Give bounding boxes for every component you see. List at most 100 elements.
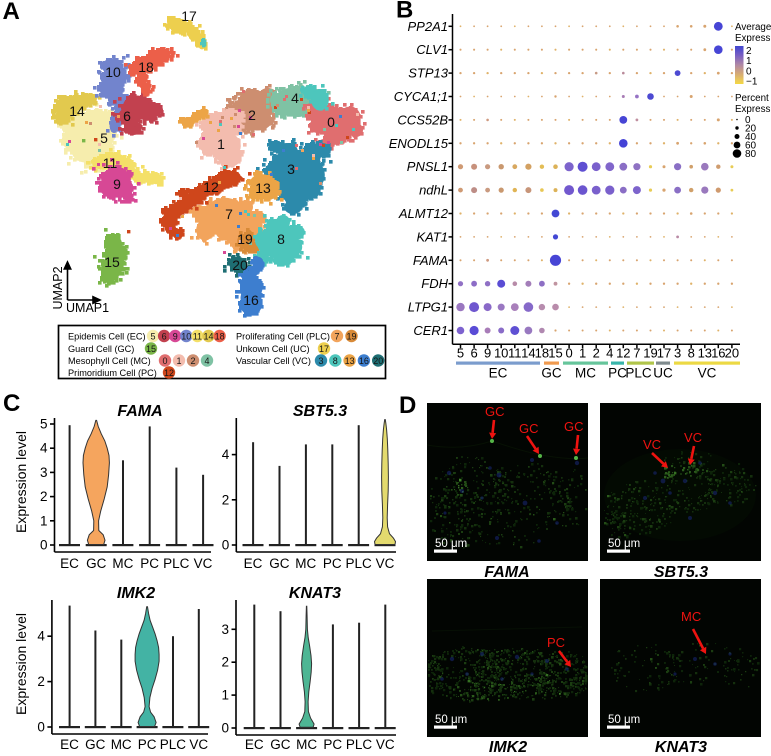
svg-text:GC: GC bbox=[85, 737, 106, 752]
svg-text:VC: VC bbox=[189, 737, 208, 752]
svg-text:5: 5 bbox=[150, 332, 155, 342]
svg-text:3: 3 bbox=[40, 465, 48, 480]
svg-text:1: 1 bbox=[579, 346, 586, 361]
svg-text:13: 13 bbox=[698, 346, 712, 361]
svg-text:11: 11 bbox=[193, 332, 202, 342]
svg-text:2: 2 bbox=[190, 356, 195, 366]
svg-text:VC: VC bbox=[376, 737, 395, 752]
svg-text:PLC: PLC bbox=[346, 737, 373, 752]
svg-text:1: 1 bbox=[217, 136, 225, 152]
svg-text:CYCA1;1: CYCA1;1 bbox=[394, 89, 448, 104]
svg-text:GC: GC bbox=[270, 737, 291, 752]
svg-text:SBT5.3: SBT5.3 bbox=[293, 403, 347, 420]
svg-text:18: 18 bbox=[138, 59, 154, 75]
svg-text:UMAP2: UMAP2 bbox=[51, 266, 65, 309]
svg-text:0: 0 bbox=[327, 114, 335, 130]
svg-text:CER1: CER1 bbox=[413, 323, 448, 338]
svg-text:11: 11 bbox=[508, 346, 522, 361]
svg-text:GC: GC bbox=[86, 556, 107, 571]
svg-text:PC: PC bbox=[323, 737, 342, 752]
svg-text:KNAT3: KNAT3 bbox=[655, 739, 707, 756]
svg-text:KNAT3: KNAT3 bbox=[289, 585, 341, 602]
svg-text:Unkown Cell (UC): Unkown Cell (UC) bbox=[236, 344, 310, 354]
svg-text:3: 3 bbox=[221, 622, 229, 637]
svg-text:0: 0 bbox=[162, 356, 167, 366]
svg-text:EC: EC bbox=[244, 556, 263, 571]
svg-text:50 μm: 50 μm bbox=[608, 714, 640, 726]
svg-text:Epidemis Cell (EC): Epidemis Cell (EC) bbox=[68, 332, 146, 342]
svg-text:7: 7 bbox=[334, 332, 339, 342]
svg-text:PC: PC bbox=[138, 737, 157, 752]
svg-text:2: 2 bbox=[37, 674, 45, 689]
svg-text:UMAP1: UMAP1 bbox=[66, 301, 109, 315]
svg-text:19: 19 bbox=[346, 332, 356, 342]
svg-text:5: 5 bbox=[40, 417, 48, 432]
svg-text:5: 5 bbox=[457, 346, 464, 361]
svg-text:17: 17 bbox=[319, 344, 329, 354]
svg-text:12: 12 bbox=[203, 179, 219, 195]
svg-text:20: 20 bbox=[725, 346, 739, 361]
svg-text:20: 20 bbox=[745, 124, 757, 135]
svg-text:2: 2 bbox=[248, 107, 256, 123]
svg-text:1: 1 bbox=[176, 356, 181, 366]
svg-text:17: 17 bbox=[657, 346, 671, 361]
svg-text:Average: Average bbox=[735, 22, 771, 33]
svg-text:6: 6 bbox=[470, 346, 477, 361]
svg-text:GC: GC bbox=[269, 556, 290, 571]
svg-text:Expression level: Expression level bbox=[13, 613, 29, 715]
svg-text:14: 14 bbox=[203, 332, 213, 342]
svg-text:A: A bbox=[3, 0, 20, 25]
svg-text:EC: EC bbox=[489, 366, 508, 381]
svg-text:9: 9 bbox=[113, 176, 121, 192]
svg-text:1: 1 bbox=[40, 513, 48, 528]
svg-text:20: 20 bbox=[232, 257, 248, 273]
svg-text:12: 12 bbox=[164, 368, 174, 378]
svg-text:2: 2 bbox=[746, 46, 752, 57]
svg-text:EC: EC bbox=[60, 737, 79, 752]
svg-text:CLV1: CLV1 bbox=[416, 42, 448, 57]
svg-text:14: 14 bbox=[521, 346, 535, 361]
svg-text:0: 0 bbox=[37, 720, 45, 735]
svg-text:VC: VC bbox=[194, 556, 213, 571]
svg-text:PLC: PLC bbox=[625, 366, 652, 381]
svg-text:MC: MC bbox=[111, 737, 132, 752]
svg-text:2: 2 bbox=[40, 489, 48, 504]
svg-text:FAMA: FAMA bbox=[484, 564, 529, 581]
svg-text:40: 40 bbox=[745, 132, 757, 143]
svg-text:6: 6 bbox=[123, 108, 131, 124]
svg-text:3: 3 bbox=[287, 161, 295, 177]
svg-text:PLC: PLC bbox=[345, 556, 372, 571]
svg-text:0: 0 bbox=[221, 721, 229, 736]
svg-text:10: 10 bbox=[494, 346, 508, 361]
svg-text:ENODL15: ENODL15 bbox=[389, 136, 449, 151]
svg-text:8: 8 bbox=[277, 231, 285, 247]
svg-text:1: 1 bbox=[746, 56, 752, 67]
svg-text:VC: VC bbox=[684, 430, 702, 445]
svg-text:LTPG1: LTPG1 bbox=[408, 300, 448, 315]
svg-text:9: 9 bbox=[484, 346, 491, 361]
svg-text:STP13: STP13 bbox=[408, 66, 449, 81]
svg-text:EC: EC bbox=[60, 556, 79, 571]
svg-text:10: 10 bbox=[105, 64, 121, 80]
svg-text:18: 18 bbox=[535, 346, 549, 361]
svg-text:GC: GC bbox=[519, 421, 539, 436]
svg-text:MC: MC bbox=[112, 556, 133, 571]
svg-text:Primoridium Cell (PC): Primoridium Cell (PC) bbox=[68, 368, 157, 378]
svg-text:Expression level: Expression level bbox=[13, 431, 29, 533]
svg-text:3: 3 bbox=[674, 346, 681, 361]
svg-text:19: 19 bbox=[643, 346, 657, 361]
svg-text:MC: MC bbox=[681, 609, 701, 624]
svg-text:50 μm: 50 μm bbox=[608, 538, 640, 550]
svg-text:−1: −1 bbox=[746, 77, 758, 88]
svg-text:2: 2 bbox=[593, 346, 600, 361]
svg-text:FAMA: FAMA bbox=[117, 403, 162, 420]
svg-text:50 μm: 50 μm bbox=[435, 714, 467, 726]
svg-text:GC: GC bbox=[485, 404, 505, 419]
svg-text:FDH: FDH bbox=[421, 276, 448, 291]
svg-text:1: 1 bbox=[221, 688, 229, 703]
svg-text:GC: GC bbox=[564, 419, 584, 434]
svg-text:17: 17 bbox=[181, 8, 197, 24]
svg-text:PNSL1: PNSL1 bbox=[407, 159, 448, 174]
svg-text:18: 18 bbox=[215, 332, 225, 342]
svg-text:4: 4 bbox=[222, 447, 230, 462]
